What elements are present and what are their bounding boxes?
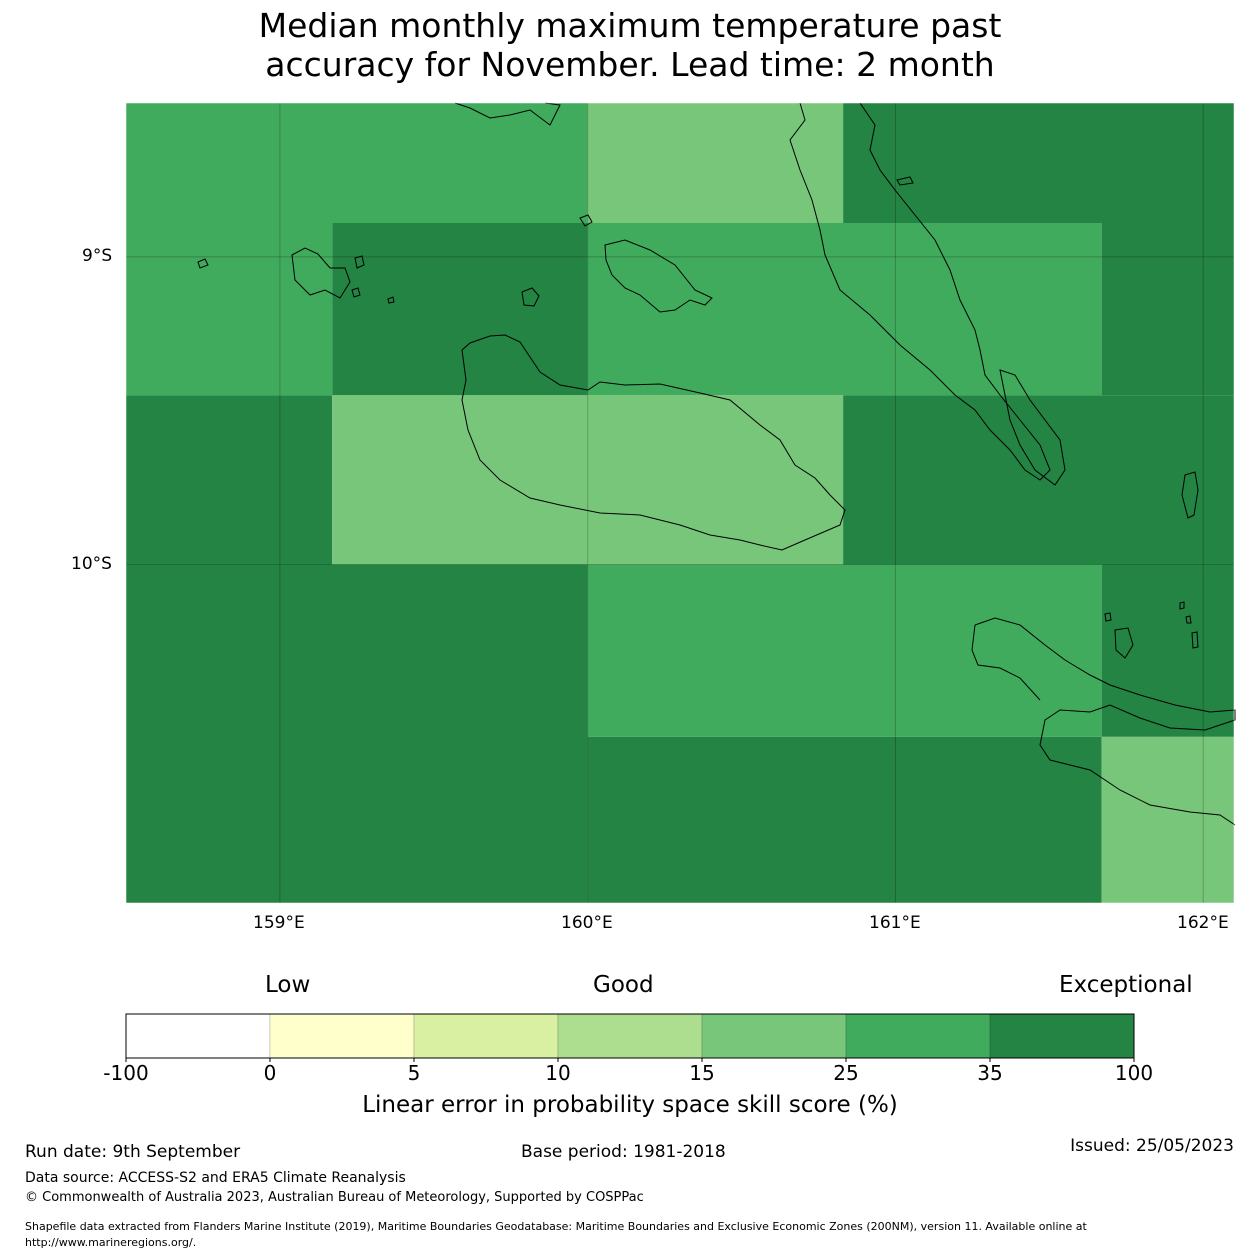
coastline-islet-2 xyxy=(579,214,593,227)
colorbar-swatch xyxy=(413,1013,559,1059)
colorbar-swatch xyxy=(701,1013,847,1059)
map-frame xyxy=(125,102,1235,904)
colorbar-tick: 25 xyxy=(833,1061,859,1085)
coastline-small-malaita xyxy=(999,369,1066,486)
colorbar-swatch xyxy=(557,1013,703,1059)
lon-tick-161e: 161°E xyxy=(869,913,921,933)
coastline-makira xyxy=(974,617,1236,826)
grid-cell xyxy=(126,103,588,223)
run-date: Run date: 9th September xyxy=(25,1142,241,1162)
colorbar-tick: 100 xyxy=(1114,1061,1154,1085)
coastlines xyxy=(197,102,1236,826)
grid-cell xyxy=(1101,736,1234,903)
coastline-islet-3 xyxy=(354,255,365,269)
coastline-santa-isabel xyxy=(454,102,561,126)
map-title: Median monthly maximum temperature past … xyxy=(0,6,1260,84)
colorbar-tick: 35 xyxy=(977,1061,1003,1085)
colorbar-label: Linear error in probability space skill … xyxy=(362,1092,898,1118)
coastline-islet-10 xyxy=(1185,615,1192,624)
lat-tick-9s: 9°S xyxy=(82,246,113,266)
grid-cell xyxy=(587,736,1102,903)
grid-cell xyxy=(843,103,1234,223)
coastline-russell-islands xyxy=(291,247,351,299)
grid-cell xyxy=(587,564,1102,737)
base-period: Base period: 1981-2018 xyxy=(521,1142,726,1162)
coastline-islet-6 xyxy=(351,287,361,298)
grid-cell xyxy=(587,223,1102,396)
colorbar-tick: -100 xyxy=(103,1061,149,1085)
colorbar-tick: 5 xyxy=(407,1061,421,1085)
lat-tick-10s: 10°S xyxy=(71,554,112,574)
colorbar-category-good: Good xyxy=(593,972,654,998)
title-line-1: Median monthly maximum temperature past xyxy=(258,6,1002,45)
coastline-islet-5 xyxy=(387,296,395,304)
coastline-florida-islands xyxy=(604,239,713,313)
grid-cells xyxy=(126,103,1234,903)
colorbar xyxy=(125,1013,1135,1062)
colorbar-tick: 0 xyxy=(263,1061,277,1085)
grid-cell xyxy=(843,395,1234,565)
colorbar-swatch xyxy=(125,1013,271,1059)
colorbar-tick: 10 xyxy=(545,1061,571,1085)
coastline-islet-11 xyxy=(1191,631,1199,649)
colorbar-category-exceptional: Exceptional xyxy=(1059,972,1193,998)
coastline-ugi xyxy=(1114,627,1134,659)
coastline-guadalcanal xyxy=(461,334,846,551)
grid-cell xyxy=(1101,223,1234,396)
grid-cell xyxy=(332,223,588,396)
coastline-islet-1 xyxy=(521,287,540,307)
grid-cell xyxy=(1101,564,1234,737)
shapefile-credit-line-2: http://www.marineregions.org/. xyxy=(25,1236,197,1249)
colorbar-swatch xyxy=(989,1013,1135,1059)
coastline-malaita xyxy=(789,102,1051,481)
colorbar-swatch xyxy=(269,1013,415,1059)
grid-cell xyxy=(126,564,588,903)
coastline-islet-4 xyxy=(197,258,209,269)
lon-tick-162e: 162°E xyxy=(1177,913,1229,933)
colorbar-category-low: Low xyxy=(265,972,311,998)
issued-date: Issued: 25/05/2023 xyxy=(1070,1136,1234,1156)
colorbar-swatch xyxy=(845,1013,991,1059)
copyright: © Commonwealth of Australia 2023, Austra… xyxy=(25,1190,644,1205)
colorbar-outline xyxy=(125,1013,1135,1059)
grid-cell xyxy=(126,223,333,396)
coastline-islet-8 xyxy=(1104,612,1112,622)
colorbar-tick: 15 xyxy=(689,1061,715,1085)
coastline-makira-west xyxy=(971,624,1041,701)
grid-cell xyxy=(587,103,844,223)
title-line-2: accuracy for November. Lead time: 2 mont… xyxy=(265,45,995,84)
graticule xyxy=(126,103,1234,903)
shapefile-credit-line-1: Shapefile data extracted from Flanders M… xyxy=(25,1220,1087,1233)
data-source: Data source: ACCESS-S2 and ERA5 Climate … xyxy=(25,1170,406,1186)
lon-tick-159e: 159°E xyxy=(253,913,305,933)
coastline-islet-7 xyxy=(896,176,914,186)
coastline-islet-9 xyxy=(1179,601,1185,610)
coastline-ulawa xyxy=(1181,471,1199,519)
grid-cell xyxy=(126,395,333,565)
lon-tick-160e: 160°E xyxy=(561,913,613,933)
